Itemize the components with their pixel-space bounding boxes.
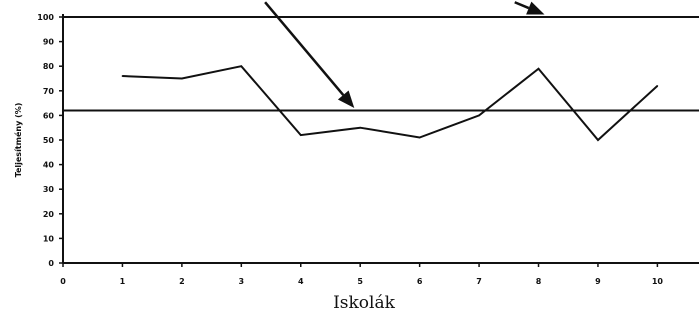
x-tick-label: 2 [179,277,185,286]
series-line [122,65,659,142]
x-axis-title: Iskolák [333,293,396,313]
y-tick-label: 30 [43,185,55,194]
tick-labels: 0 10 20 30 40 50 60 70 80 90 100 0 1 2 3 4 5 6 7 8 9 10 [37,13,663,286]
x-tick-label: 5 [357,277,363,286]
annotation-arrow-shaft [514,1,530,10]
y-tick-label: 90 [43,38,55,47]
y-tick-label: 0 [48,259,54,268]
y-tick-label: 100 [37,13,54,22]
x-tick-label: 4 [298,277,304,286]
x-tick-label: 3 [239,277,245,286]
x-tick-label: 1 [120,277,126,286]
x-tick-label: 7 [476,277,482,286]
x-tick-label: 0 [60,277,66,286]
y-tick-label: 70 [43,87,55,96]
y-tick-label: 50 [43,136,55,145]
annotation-arrow-head [337,90,355,108]
data-point [359,126,361,129]
y-tick-label: 60 [43,111,55,120]
annotation-layer [264,1,545,108]
x-tick-label: 6 [417,277,423,286]
data-point [418,136,421,139]
annotation-arrow-shaft [264,1,345,96]
y-tick-label: 20 [43,210,55,219]
y-axis-title: Teljesítmény (%) [13,103,23,178]
data-point [121,75,124,77]
data-point [656,85,659,87]
data-point [597,139,599,141]
series-layer [121,65,659,142]
annotation-arrow-head [526,1,545,15]
x-tick-label: 8 [536,277,542,286]
x-tick-label: 10 [652,277,664,286]
data-point [181,77,183,80]
data-point [240,65,243,67]
x-tick-label: 9 [595,277,601,286]
data-point [537,67,540,70]
data-point [478,114,480,117]
axes [59,14,699,267]
y-tick-label: 80 [43,62,55,71]
data-point [299,134,302,136]
y-tick-label: 10 [43,234,55,243]
reference-lines [63,16,699,112]
y-tick-label: 40 [43,161,55,170]
